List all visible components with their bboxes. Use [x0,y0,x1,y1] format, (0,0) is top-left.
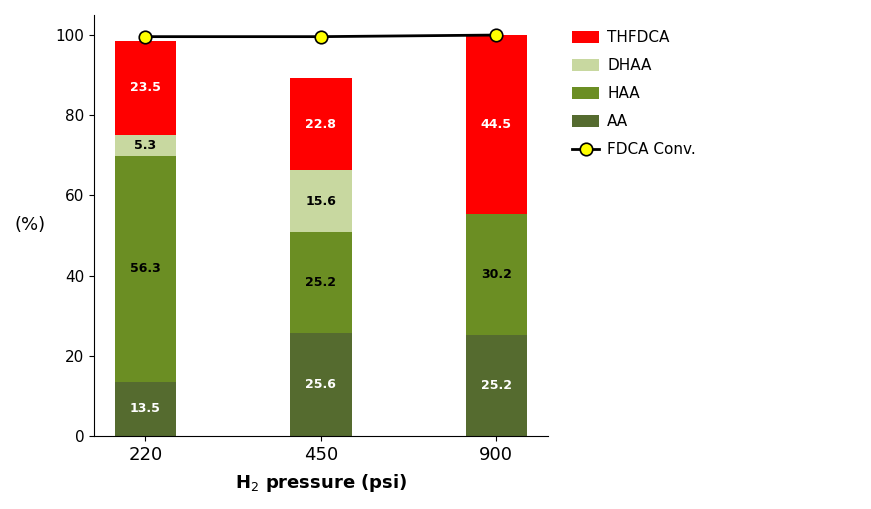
Bar [466,36,527,214]
Bar [466,335,527,436]
Text: 25.2: 25.2 [481,379,512,392]
Bar [466,214,527,335]
FDCA Conv. [491,32,502,38]
Text: 23.5: 23.5 [130,81,161,94]
Text: 25.6: 25.6 [306,378,336,391]
Bar [290,169,352,232]
Text: 30.2: 30.2 [481,268,512,281]
Bar [115,382,176,436]
Line: FDCA Conv.: FDCA Conv. [139,29,503,43]
Legend: THFDCA, DHAA, HAA, AA, FDCA Conv.: THFDCA, DHAA, HAA, AA, FDCA Conv. [564,22,704,165]
Bar [115,156,176,382]
FDCA Conv. [315,34,326,40]
Text: 15.6: 15.6 [306,194,336,208]
Y-axis label: (%): (%) [15,216,46,235]
Text: 5.3: 5.3 [134,139,157,152]
Text: 25.2: 25.2 [306,276,336,289]
Text: 56.3: 56.3 [130,263,161,275]
FDCA Conv. [140,34,151,40]
Text: 44.5: 44.5 [481,118,512,131]
Bar [290,232,352,333]
Text: 13.5: 13.5 [130,403,161,415]
Bar [290,333,352,436]
X-axis label: H$_2$ pressure (psi): H$_2$ pressure (psi) [234,472,407,494]
Bar [115,41,176,135]
Text: 22.8: 22.8 [306,118,336,130]
Bar [290,78,352,169]
Bar [115,135,176,156]
